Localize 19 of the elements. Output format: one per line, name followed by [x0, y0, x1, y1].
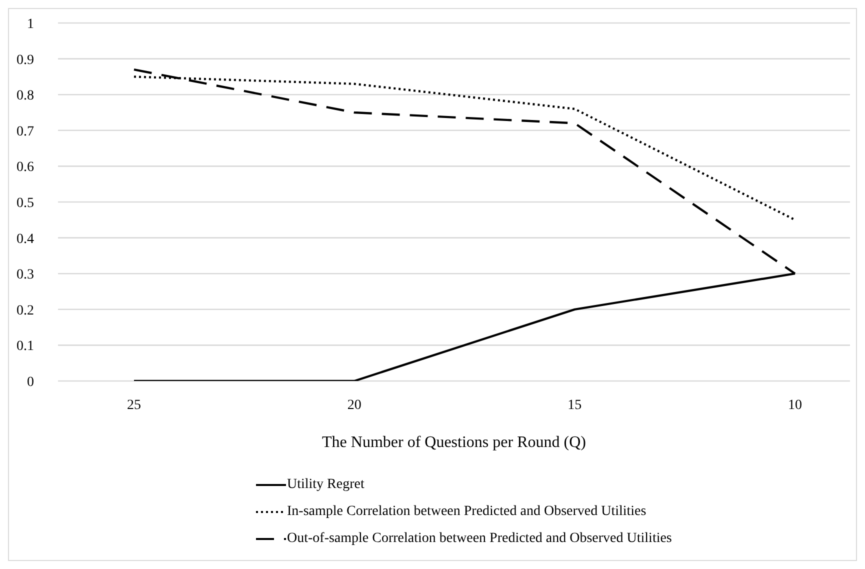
- y-tick-label: 0.5: [16, 196, 34, 211]
- x-tick-label: 15: [568, 398, 582, 413]
- legend-label: Utility Regret: [287, 476, 364, 492]
- y-tick-label: 0.1: [16, 339, 34, 354]
- y-tick-label: 0.6: [16, 160, 34, 176]
- y-tick-label: 0.4: [16, 232, 34, 247]
- x-tick-label: 25: [127, 398, 141, 413]
- y-tick-label: 1: [27, 16, 34, 32]
- x-tick-label: 10: [788, 398, 802, 413]
- legend-label: Out-of-sample Correlation between Predicted and Observed Utilities: [287, 530, 672, 546]
- y-tick-label: 0.8: [16, 88, 34, 104]
- legend-label: In-sample Correlation between Predicted and Observed Utilities: [287, 504, 646, 520]
- y-tick-label: 0.9: [16, 52, 34, 68]
- y-tick-label: 0.2: [16, 303, 34, 318]
- x-axis-title: The Number of Questions per Round (Q): [322, 434, 586, 451]
- y-tick-label: 0: [27, 374, 34, 390]
- x-tick-label: 20: [347, 398, 362, 413]
- y-tick-label: 0.3: [16, 268, 34, 283]
- y-tick-label: 0.7: [16, 124, 34, 140]
